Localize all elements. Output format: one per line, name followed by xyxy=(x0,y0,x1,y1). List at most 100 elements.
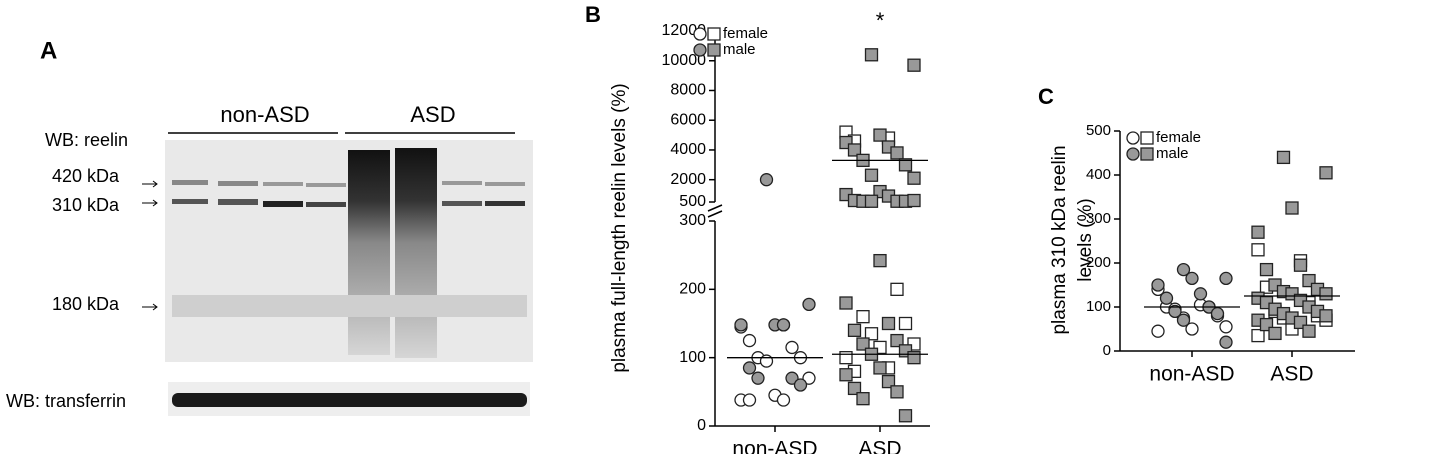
marker-label: 310 kDa xyxy=(52,195,120,215)
data-point xyxy=(785,340,799,355)
bands xyxy=(172,393,527,407)
y-tick-label: 200 xyxy=(1086,254,1111,271)
probe-label: WB: reelin xyxy=(45,130,128,150)
y-tick-label: 100 xyxy=(1086,298,1111,315)
data-point xyxy=(873,253,887,268)
data-point xyxy=(1285,201,1299,215)
annotation: * xyxy=(876,8,885,33)
data-point xyxy=(1319,166,1333,180)
x-tick-label: non-ASD xyxy=(732,438,817,454)
y-axis-label: plasma full-length reelin levels (%) xyxy=(609,83,630,372)
marker-label: 180 kDa xyxy=(52,294,120,314)
data-point xyxy=(856,392,870,406)
panel-label: A xyxy=(40,37,57,64)
group-label: non-ASD xyxy=(220,102,309,127)
data-point xyxy=(1185,271,1199,286)
data-point xyxy=(802,297,816,312)
y-tick-label: 4000 xyxy=(670,141,706,158)
legend-label: male xyxy=(723,41,756,58)
y-tick-label: 500 xyxy=(1086,122,1111,139)
data-point xyxy=(734,318,748,332)
data-point xyxy=(847,143,862,157)
blot-panel: WB: reelin non-ASD ASD 420 kDa 310 kDa 1… xyxy=(6,102,533,416)
data-point xyxy=(1210,306,1225,321)
data-point xyxy=(776,393,791,407)
y-tick-label: 400 xyxy=(1086,166,1111,183)
data-point xyxy=(907,351,921,365)
data-point xyxy=(1251,328,1265,343)
data-point xyxy=(907,193,921,208)
data-point xyxy=(1176,313,1191,327)
data-point xyxy=(856,337,870,351)
data-point xyxy=(890,333,904,348)
data-point xyxy=(907,58,921,72)
y-tick-label: 100 xyxy=(679,349,706,366)
legend-label: female xyxy=(1156,129,1201,146)
data-point xyxy=(1268,326,1282,341)
panel-label: B xyxy=(585,2,601,27)
axis-break xyxy=(707,204,723,218)
data-point xyxy=(1319,287,1333,301)
data-point xyxy=(839,368,853,382)
marker-label: 420 kDa xyxy=(52,166,120,186)
data-point xyxy=(1168,304,1182,319)
data-point xyxy=(759,354,774,368)
data-point xyxy=(898,409,913,423)
y-tick-label: 300 xyxy=(679,212,706,229)
legend-label: female xyxy=(723,25,768,42)
data-point xyxy=(742,361,757,375)
legend-marker xyxy=(1140,131,1154,145)
marker-arrows xyxy=(142,180,158,311)
data-point xyxy=(1259,262,1274,277)
data-point xyxy=(881,316,896,331)
data-point xyxy=(1319,309,1333,323)
data-point xyxy=(793,378,808,392)
x-tick-label: ASD xyxy=(1270,363,1313,386)
data-point xyxy=(785,371,799,385)
data-point xyxy=(898,316,913,331)
data-point xyxy=(856,310,870,324)
data-point xyxy=(1159,291,1174,305)
data-point xyxy=(839,351,853,365)
y-tick-label: 300 xyxy=(1086,210,1111,227)
data-point xyxy=(1276,150,1291,165)
data-point xyxy=(1219,320,1233,334)
probe-label: WB: transferrin xyxy=(6,391,126,411)
data-point xyxy=(873,361,887,375)
y-tick-label: 8000 xyxy=(670,82,706,99)
data-point xyxy=(751,371,765,385)
x-tick-label: ASD xyxy=(858,438,901,454)
data-point xyxy=(898,158,913,172)
legend-marker xyxy=(693,43,707,57)
data-point xyxy=(742,333,757,348)
y-tick-label: 2000 xyxy=(670,171,706,188)
y-tick-label: 6000 xyxy=(670,111,706,128)
data-point xyxy=(1219,271,1233,286)
y-tick-label: 0 xyxy=(1103,342,1111,359)
data-point xyxy=(1251,225,1265,239)
y-tick-label: 200 xyxy=(679,281,706,298)
data-point xyxy=(776,318,791,332)
y-axis-label: plasma 310 kDa reelin xyxy=(1049,145,1070,334)
data-point xyxy=(1151,324,1165,338)
legend-marker xyxy=(1126,131,1140,145)
data-point xyxy=(1176,262,1191,277)
legend-marker xyxy=(707,43,721,57)
data-point xyxy=(890,146,904,160)
legend-marker xyxy=(707,27,721,41)
data-point xyxy=(907,171,921,185)
data-point xyxy=(873,128,887,142)
data-point xyxy=(1219,335,1233,349)
y-tick-label: 10000 xyxy=(662,52,707,69)
bands xyxy=(172,148,527,358)
y-tick-label: 500 xyxy=(679,193,706,210)
data-point xyxy=(1293,258,1308,272)
data-point xyxy=(1185,322,1199,336)
data-point xyxy=(847,381,862,396)
data-point xyxy=(1302,324,1316,338)
y-axis-label: levels (%) xyxy=(1075,198,1096,281)
data-point xyxy=(864,327,879,341)
data-point xyxy=(1151,278,1165,292)
data-point xyxy=(839,296,853,310)
